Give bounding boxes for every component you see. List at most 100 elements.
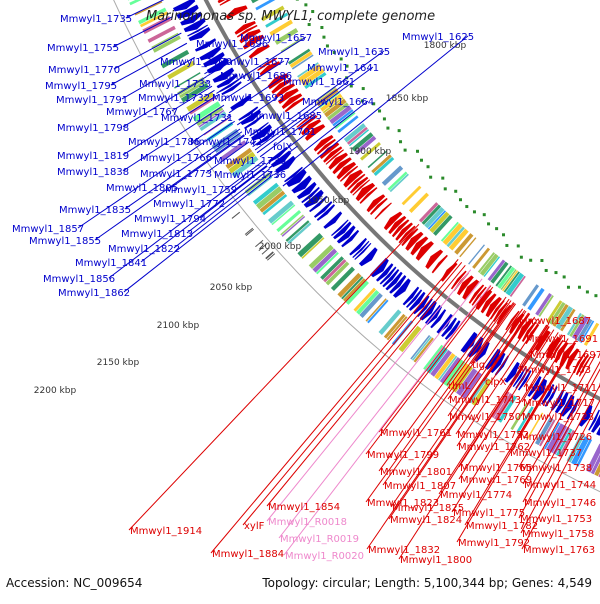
kbp-tick-mark [258, 243, 267, 252]
leader-line [365, 300, 512, 503]
rna-gene-label: Mmwyl1_R0019 [280, 534, 359, 545]
gc-skew-mark [403, 148, 407, 152]
forward-cds [212, 67, 235, 83]
forward-gene-label: Mmwyl1_1819 [57, 151, 129, 162]
leader-line [266, 269, 472, 522]
forward-gene-label: Mmwyl1_1733 [139, 79, 211, 90]
forward-cds [416, 298, 433, 318]
gc-skew-mark [415, 149, 419, 153]
cog-forward-block [281, 215, 306, 237]
forward-gene-label: Mmwyl1_1794 [134, 214, 206, 225]
cog-reverse-block [527, 287, 545, 311]
cog-reverse-block [535, 293, 552, 316]
cog-forward-block [367, 299, 389, 324]
forward-gene-label: Mmwyl1_1795 [45, 81, 117, 92]
cog-reverse-block [421, 204, 442, 225]
forward-gene-label: Mmwyl1_1862 [58, 288, 130, 299]
leader-line [121, 56, 196, 100]
cog-reverse-block [538, 295, 554, 317]
forward-cds [199, 45, 222, 61]
gc-skew-mark [339, 57, 343, 61]
forward-gene-label: Mmwyl1_1856 [43, 274, 115, 285]
cog-reverse-block [360, 141, 381, 161]
reverse-cds [456, 275, 474, 296]
kbp-tick-label: 2150 kbp [97, 358, 140, 368]
cog-forward-block [276, 210, 302, 233]
forward-gene-label: Mmwyl1_1735 [60, 14, 132, 25]
gc-skew-mark [419, 158, 423, 162]
kbp-tick-label: 1800 kbp [424, 41, 467, 51]
cog-reverse-block [297, 62, 319, 78]
reverse-cds [349, 176, 369, 194]
forward-cds [385, 271, 403, 291]
leader-line [108, 160, 264, 279]
cog-forward-block [320, 256, 345, 280]
gc-skew-mark [320, 25, 324, 29]
reverse-gene-label: Mmwyl1_1769 [460, 475, 532, 486]
forward-cds [187, 24, 208, 37]
cog-forward-block [365, 298, 387, 322]
reverse-cds [301, 119, 322, 136]
reverse-gene-label: Mmwyl1_1763 [523, 545, 595, 556]
gc-skew-mark [360, 99, 364, 103]
forward-cds [517, 370, 532, 391]
cog-forward-block [225, 147, 253, 170]
forward-gene-label: Mmwyl1_1677 [218, 57, 290, 68]
reverse-cds [395, 222, 413, 241]
reverse-gene-label: Mmwyl1_1854 [268, 502, 340, 513]
cog-reverse-block [314, 86, 336, 103]
leader-line [221, 60, 285, 102]
forward-gene-label: Mmwyl1_1773 [140, 169, 212, 180]
leader-line [124, 128, 241, 210]
reverse-cds [267, 73, 289, 90]
leader-line [447, 308, 524, 417]
forward-cds [238, 106, 259, 121]
cog-forward-block [138, 7, 167, 25]
cog-forward-block [398, 325, 422, 353]
reverse-gene-label: Mmwyl1_1801 [380, 467, 452, 478]
reverse-cds [347, 173, 366, 191]
leader-line [451, 334, 563, 513]
reverse-cds [278, 88, 299, 105]
reverse-cds [391, 219, 410, 238]
forward-cds [527, 376, 542, 397]
reverse-cds [304, 124, 326, 141]
cog-reverse-block [560, 308, 576, 332]
cog-reverse-block [459, 237, 477, 258]
cog-forward-block [535, 417, 554, 446]
rna-gene-label: Mmwyl1_R0018 [268, 517, 347, 528]
forward-cds [490, 352, 506, 374]
cog-forward-block [343, 278, 366, 302]
cog-forward-block [195, 106, 224, 126]
forward-cds [405, 289, 423, 308]
cog-forward-block [285, 220, 310, 242]
reverse-cds [236, 24, 258, 38]
gc-skew-mark [295, 0, 299, 1]
forward-gene-label: Mmwyl1_1772 [153, 199, 225, 210]
cog-forward-block [147, 25, 176, 43]
cog-forward-block [498, 395, 517, 423]
forward-cds [392, 278, 411, 298]
leader-line [522, 354, 597, 485]
gc-skew-mark [322, 35, 326, 39]
kbp-tick-label: 2050 kbp [210, 283, 253, 293]
leader-line [252, 50, 385, 148]
reverse-gene-label: Mmwyl1_1774 [440, 490, 512, 501]
gc-skew-mark [325, 44, 329, 48]
forward-cds [333, 221, 352, 240]
forward-gene-label: Mmwyl1_1657 [240, 33, 312, 44]
forward-cds [323, 211, 343, 229]
forward-gene-label: Mmwyl1_1732 [138, 93, 210, 104]
cog-reverse-block [381, 165, 404, 186]
leader-line [199, 165, 268, 219]
cog-reverse-block [371, 154, 392, 174]
reverse-cds [271, 78, 292, 94]
gc-skew-mark [361, 87, 365, 91]
reverse-gene-label: Mmwyl1_1717 [523, 398, 595, 409]
cog-forward-block [439, 356, 461, 384]
cog-forward-block [594, 462, 600, 477]
cog-forward-block [228, 151, 256, 174]
cog-reverse-block [490, 261, 509, 284]
kbp-tick-mark [265, 251, 274, 260]
kbp-tick-label: 2000 kbp [259, 242, 302, 252]
